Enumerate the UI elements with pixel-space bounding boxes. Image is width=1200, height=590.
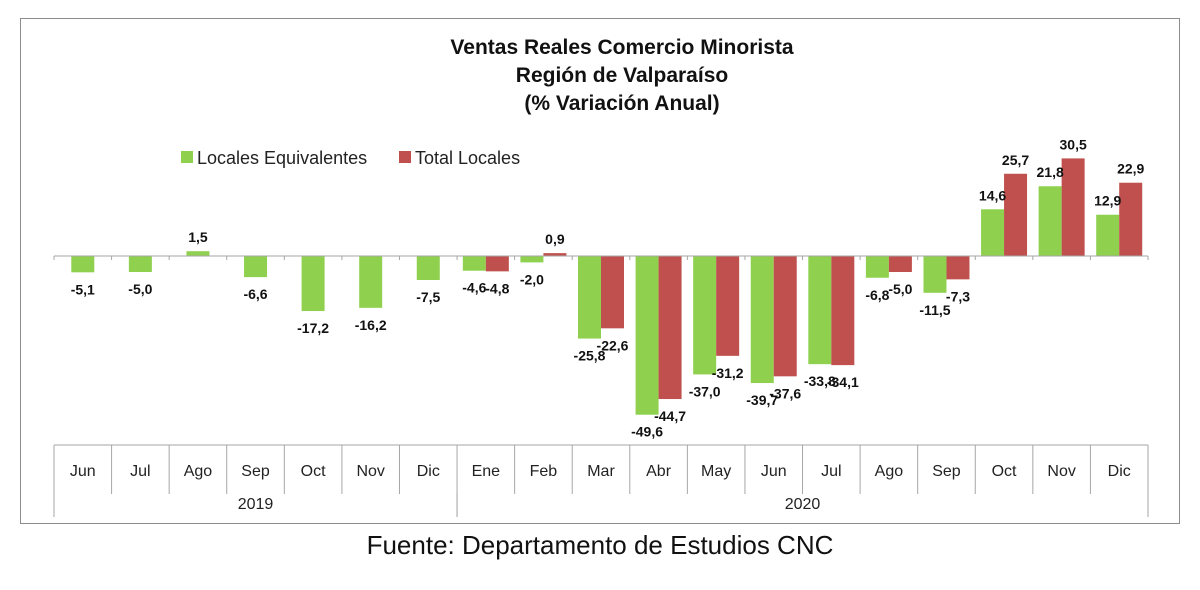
bar-s1-nov-5 bbox=[359, 256, 383, 308]
tick-label-jul-1: Jul bbox=[130, 463, 150, 480]
tick-label-dic-6: Dic bbox=[417, 463, 440, 480]
title-line-2: Región de Valparaíso bbox=[516, 64, 728, 87]
category-axis: Jun Jul Ago Sep Oct Nov Dic Ene Feb Mar Abr May Jun J… bbox=[53, 255, 1149, 517]
data-label-s1-0: -5,1 bbox=[71, 281, 95, 297]
bar-s1-ago-2 bbox=[186, 251, 210, 256]
bar-s1-oct-4 bbox=[301, 256, 325, 312]
data-label-s1-6: -7,5 bbox=[416, 289, 440, 305]
legend-swatch-1 bbox=[181, 151, 193, 163]
bar-s1-abr-10 bbox=[635, 256, 659, 415]
tick-label-dic-18: Dic bbox=[1108, 463, 1131, 480]
data-label-s1-17: 21,8 bbox=[1037, 164, 1064, 180]
tick-label-mar-9: Mar bbox=[587, 463, 615, 480]
chart-frame: Ventas Reales Comercio Minorista Región d… bbox=[20, 18, 1180, 524]
title-line-1: Ventas Reales Comercio Minorista bbox=[450, 36, 793, 59]
data-labels: -5,1 -5,0 1,5 -6,6 -17,2 -16,2 -7,5 -4,6-4,8 -2,… bbox=[71, 136, 1145, 439]
tick-label-sep-3: Sep bbox=[241, 463, 270, 480]
data-label-s2-8: 0,9 bbox=[545, 231, 565, 247]
legend-swatch-2 bbox=[399, 151, 411, 163]
tick-label-may-11: May bbox=[701, 463, 731, 480]
tick-label-ago-14: Ago bbox=[875, 463, 904, 480]
bar-s2-ene-7 bbox=[485, 256, 509, 272]
bar-s1-jun-0 bbox=[71, 256, 95, 273]
bar-s2-jun-12 bbox=[773, 256, 797, 377]
tick-label-jun-12: Jun bbox=[761, 463, 787, 480]
title-line-3: (% Variación Anual) bbox=[524, 92, 719, 115]
bar-s1-dic-6 bbox=[416, 256, 440, 280]
data-label-s1-10: -49,6 bbox=[631, 424, 663, 440]
bar-s1-jul-1 bbox=[128, 256, 152, 272]
data-label-s1-7: -4,6 bbox=[462, 280, 486, 296]
tick-label-sep-15: Sep bbox=[932, 463, 961, 480]
tick-label-oct-4: Oct bbox=[301, 463, 326, 480]
bar-s1-jun-12 bbox=[750, 256, 774, 384]
bar-s2-oct-16 bbox=[1004, 173, 1028, 256]
legend-label-1: Locales Equivalentes bbox=[197, 148, 367, 168]
data-label-s1-2: 1,5 bbox=[188, 229, 208, 245]
data-label-s1-9: -25,8 bbox=[574, 348, 606, 364]
bar-s1-sep-15 bbox=[923, 256, 947, 293]
bar-s2-jul-13 bbox=[831, 256, 855, 366]
chart-svg: Ventas Reales Comercio Minorista Región d… bbox=[53, 36, 1149, 517]
bar-s1-nov-17 bbox=[1038, 186, 1062, 256]
data-label-s2-7: -4,8 bbox=[485, 280, 509, 296]
source-note: Fuente: Departamento de Estudios CNC bbox=[366, 530, 834, 560]
data-label-s2-16: 25,7 bbox=[1002, 152, 1029, 168]
group-label-2019: 2019 bbox=[238, 496, 274, 513]
bar-s1-jul-13 bbox=[808, 256, 832, 365]
bar-s1-sep-3 bbox=[244, 256, 268, 278]
bar-s2-abr-10 bbox=[658, 256, 682, 400]
group-label-2020: 2020 bbox=[785, 496, 821, 513]
legend-label-2: Total Locales bbox=[415, 148, 520, 168]
data-label-s2-12: -37,6 bbox=[769, 385, 801, 401]
bar-s2-feb-8 bbox=[543, 253, 567, 256]
tick-label-ago-2: Ago bbox=[184, 463, 213, 480]
tick-label-oct-16: Oct bbox=[992, 463, 1017, 480]
data-label-s1-13: -33,8 bbox=[804, 373, 836, 389]
data-label-s1-8: -2,0 bbox=[520, 271, 544, 287]
bar-s1-may-11 bbox=[693, 256, 717, 375]
data-label-s1-15: -11,5 bbox=[919, 302, 950, 318]
data-label-s2-13: -34,1 bbox=[827, 374, 859, 390]
data-label-s2-15: -7,3 bbox=[946, 288, 970, 304]
data-label-s1-16: 14,6 bbox=[979, 187, 1006, 203]
tick-label-jul-13: Jul bbox=[821, 463, 841, 480]
bar-s2-ago-14 bbox=[888, 256, 912, 272]
bar-s1-ene-7 bbox=[462, 256, 486, 271]
bar-s2-mar-9 bbox=[601, 256, 624, 329]
data-label-s1-3: -6,6 bbox=[243, 286, 267, 302]
tick-label-abr-10: Abr bbox=[646, 463, 672, 480]
data-label-s1-1: -5,0 bbox=[128, 281, 152, 297]
data-label-s1-14: -6,8 bbox=[865, 287, 889, 303]
data-label-s1-12: -39,7 bbox=[746, 392, 778, 408]
bar-s1-oct-16 bbox=[981, 209, 1005, 256]
data-label-s2-9: -22,6 bbox=[597, 337, 629, 353]
data-label-s2-14: -5,0 bbox=[888, 281, 912, 297]
tick-label-feb-8: Feb bbox=[530, 463, 558, 480]
data-label-s1-18: 12,9 bbox=[1094, 193, 1121, 209]
data-label-s1-11: -37,0 bbox=[689, 383, 721, 399]
chart-title: Ventas Reales Comercio Minorista Región d… bbox=[450, 36, 793, 115]
bar-s1-ago-14 bbox=[865, 256, 889, 278]
bar-s1-dic-18 bbox=[1096, 214, 1120, 256]
bar-s1-mar-9 bbox=[578, 256, 601, 339]
data-label-s1-5: -16,2 bbox=[355, 317, 387, 333]
tick-label-jun-0: Jun bbox=[70, 463, 96, 480]
data-label-s2-18: 22,9 bbox=[1117, 161, 1144, 177]
bars bbox=[71, 158, 1143, 415]
bar-s2-nov-17 bbox=[1061, 158, 1085, 256]
tick-label-nov-17: Nov bbox=[1047, 463, 1075, 480]
legend: Locales Equivalentes Total Locales bbox=[181, 148, 520, 168]
data-label-s2-10: -44,7 bbox=[654, 408, 686, 424]
tick-label-ene-7: Ene bbox=[472, 463, 501, 480]
bar-s2-dic-18 bbox=[1119, 182, 1143, 256]
bar-s2-may-11 bbox=[716, 256, 740, 356]
data-label-s2-17: 30,5 bbox=[1060, 136, 1087, 152]
bar-s1-feb-8 bbox=[520, 256, 544, 263]
data-label-s2-11: -31,2 bbox=[712, 365, 744, 381]
bar-s2-sep-15 bbox=[946, 256, 970, 280]
tick-label-nov-5: Nov bbox=[356, 463, 384, 480]
data-label-s1-4: -17,2 bbox=[297, 320, 329, 336]
